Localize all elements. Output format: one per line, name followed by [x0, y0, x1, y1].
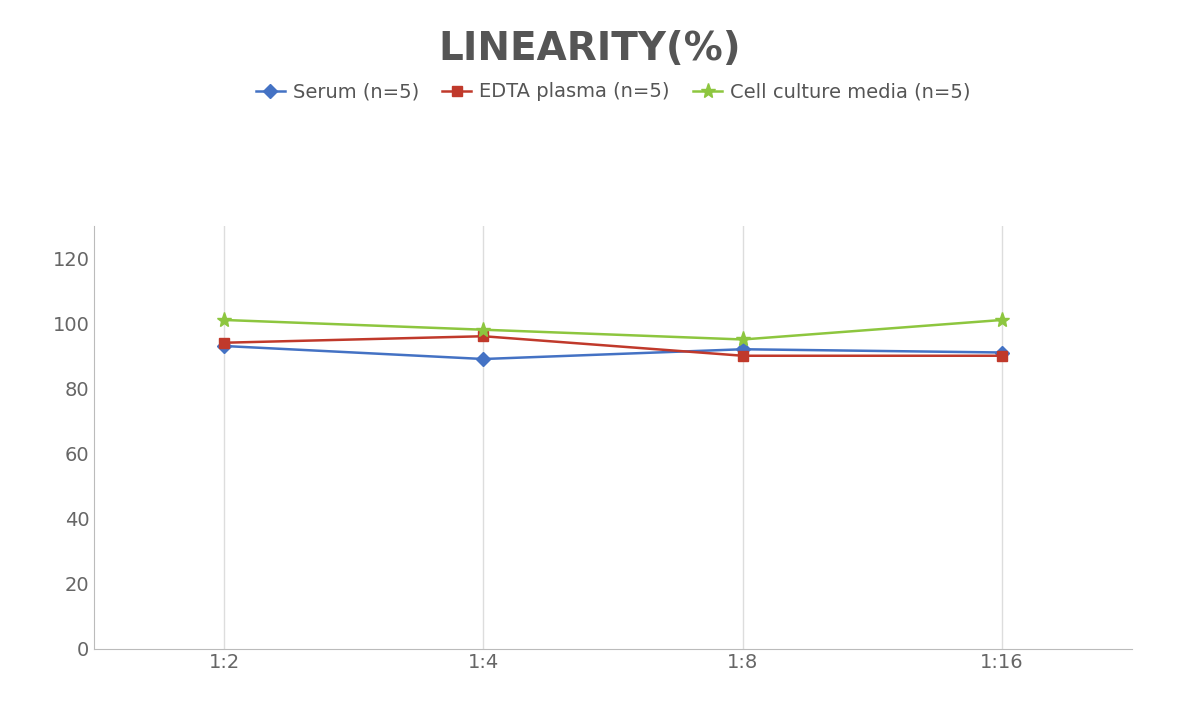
- Cell culture media (n=5): [476, 326, 490, 334]
- Cell culture media (n=5): [736, 336, 750, 344]
- EDTA plasma (n=5): [217, 338, 231, 347]
- EDTA plasma (n=5): [736, 352, 750, 360]
- Line: Serum (n=5): Serum (n=5): [219, 341, 1007, 364]
- Text: LINEARITY(%): LINEARITY(%): [439, 30, 740, 68]
- Serum (n=5): [476, 355, 490, 363]
- Serum (n=5): [217, 342, 231, 350]
- Cell culture media (n=5): [217, 316, 231, 324]
- Serum (n=5): [736, 345, 750, 353]
- Line: Cell culture media (n=5): Cell culture media (n=5): [217, 312, 1009, 347]
- Cell culture media (n=5): [995, 316, 1009, 324]
- Line: EDTA plasma (n=5): EDTA plasma (n=5): [219, 331, 1007, 361]
- Serum (n=5): [995, 348, 1009, 357]
- EDTA plasma (n=5): [476, 332, 490, 341]
- Legend: Serum (n=5), EDTA plasma (n=5), Cell culture media (n=5): Serum (n=5), EDTA plasma (n=5), Cell cul…: [248, 75, 979, 109]
- EDTA plasma (n=5): [995, 352, 1009, 360]
